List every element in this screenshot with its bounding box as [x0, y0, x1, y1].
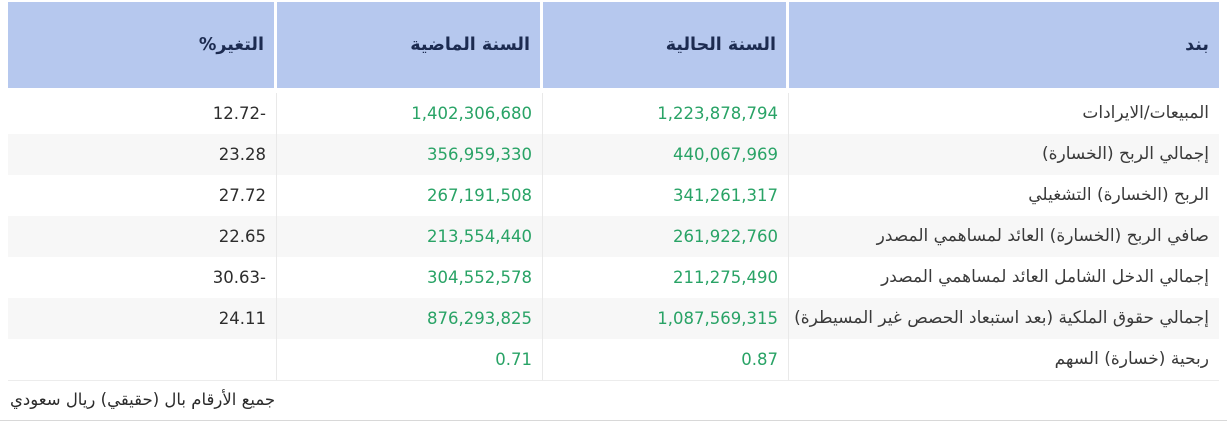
cell-previous-year-value: 1,402,306,680 — [277, 93, 543, 134]
cell-item-label: صافي الربح (الخسارة) العائد لمساهمي المص… — [789, 216, 1219, 257]
cell-current-year-value: 1,087,569,315 — [543, 298, 789, 339]
cell-previous-year-value: 0.71 — [277, 339, 543, 381]
table-row: الربح (الخسارة) التشغيلي 341,261,317 267,1… — [8, 175, 1219, 216]
cell-item-label: إجمالي حقوق الملكية (بعد استبعاد الحصص غ… — [789, 298, 1219, 339]
cell-item-label: المبيعات/الايرادات — [1082, 103, 1209, 123]
header-row: بند السنة الحالية السنة الماضية التغير% — [8, 2, 1219, 93]
table-row: إجمالي الربح (الخسارة) 440,067,969 356,959… — [8, 134, 1219, 175]
table-row: إجمالي الدخل الشامل العائد لمساهمي المصد… — [8, 257, 1219, 298]
table-row: إجمالي حقوق الملكية (بعد استبعاد الحصص غ… — [8, 298, 1219, 339]
table-row: المبيعات/الايرادات 1,223,878,794 1,402,306… — [8, 93, 1219, 134]
column-header-current-year: السنة الحالية — [543, 2, 789, 93]
cell-item-label: إجمالي الربح (الخسارة) — [789, 134, 1219, 175]
cell-change-pct-value: 27.72 — [8, 175, 277, 216]
cell-current-year-value: 341,261,317 — [543, 175, 789, 216]
cell-item-label: الربح (الخسارة) التشغيلي — [1028, 185, 1209, 205]
cell-item-label: ربحية (خسارة) السهم — [789, 339, 1219, 381]
cell-item-label: إجمالي الدخل الشامل العائد لمساهمي المصد… — [881, 267, 1209, 287]
cell-previous-year-value: 304,552,578 — [277, 257, 543, 298]
column-header-change-pct: التغير% — [8, 2, 277, 93]
cell-previous-year-value: 356,959,330 — [277, 134, 543, 175]
cell-change-pct-value — [8, 339, 277, 381]
cell-current-year-value: 211,275,490 — [543, 257, 789, 298]
table-body: المبيعات/الايرادات 1,223,878,794 1,402,306… — [8, 93, 1219, 381]
cell-previous-year-value: 213,554,440 — [277, 216, 543, 257]
page-bottom-divider — [0, 420, 1227, 421]
cell-current-year-value: 440,067,969 — [543, 134, 789, 175]
financials-page: بند السنة الحالية السنة الماضية التغير% … — [8, 2, 1219, 409]
cell-current-year-value: 261,922,760 — [543, 216, 789, 257]
cell-current-year-value: 0.87 — [543, 339, 789, 381]
cell-change-pct-value: 23.28 — [8, 134, 277, 175]
column-header-item: بند — [789, 2, 1219, 93]
cell-previous-year-value: 267,191,508 — [277, 175, 543, 216]
table-row: ربحية (خسارة) السهم 0.87 0.71 — [8, 339, 1219, 381]
cell-current-year-value: 1,223,878,794 — [543, 93, 789, 134]
financial-comparison-table: بند السنة الحالية السنة الماضية التغير% … — [8, 2, 1219, 381]
cell-change-pct-value: 22.65 — [8, 216, 277, 257]
column-header-previous-year: السنة الماضية — [277, 2, 543, 93]
table-row: صافي الربح (الخسارة) العائد لمساهمي المص… — [8, 216, 1219, 257]
cell-change-pct-value: -12.72 — [8, 93, 277, 134]
cell-change-pct-value: -30.63 — [8, 257, 277, 298]
currency-footnote: جميع الأرقام بال (حقيقي) ريال سعودي — [10, 390, 276, 409]
cell-change-pct-value: 24.11 — [8, 298, 277, 339]
cell-previous-year-value: 876,293,825 — [277, 298, 543, 339]
